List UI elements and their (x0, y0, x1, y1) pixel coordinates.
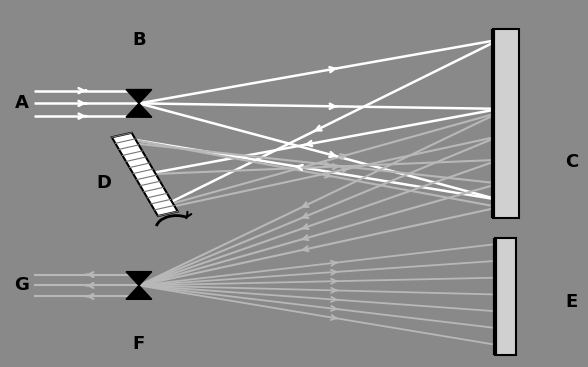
Text: A: A (15, 94, 29, 112)
Polygon shape (112, 133, 178, 216)
Text: G: G (15, 276, 29, 294)
Polygon shape (493, 29, 519, 218)
Text: E: E (566, 293, 578, 311)
Text: B: B (132, 30, 146, 49)
Polygon shape (495, 238, 516, 355)
Polygon shape (126, 103, 152, 117)
Text: D: D (96, 174, 111, 193)
Polygon shape (126, 90, 152, 103)
Polygon shape (126, 272, 152, 286)
Text: C: C (565, 153, 579, 171)
Polygon shape (126, 286, 152, 299)
Text: F: F (133, 335, 145, 353)
